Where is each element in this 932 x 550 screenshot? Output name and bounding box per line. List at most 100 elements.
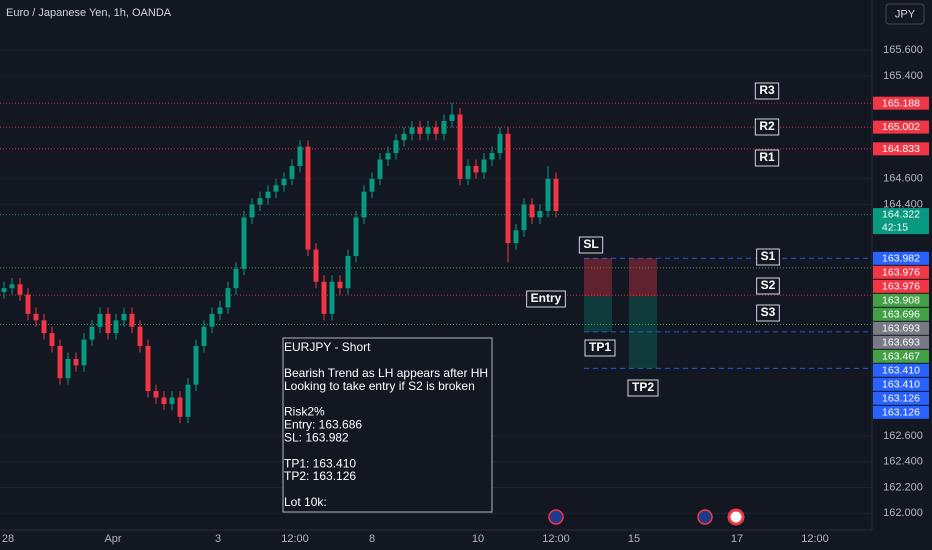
annotation-label: Entry — [531, 291, 562, 305]
note-line: TP2: 163.126 — [284, 469, 356, 483]
annotation-box — [756, 248, 780, 266]
candle-body — [313, 249, 319, 282]
price-tag — [873, 279, 929, 293]
plot-layer — [0, 49, 872, 514]
candle-body — [97, 313, 103, 327]
candle-body — [129, 313, 135, 327]
price-tag-label: 163.976 — [882, 266, 920, 278]
note-box — [282, 337, 493, 513]
y-tick-label: 165.400 — [883, 70, 923, 82]
candle-body — [353, 217, 359, 256]
candle-body — [57, 346, 63, 379]
candle-body — [217, 307, 223, 314]
price-tag — [873, 208, 929, 235]
event-icon[interactable] — [697, 509, 713, 525]
candle-body — [321, 281, 327, 314]
annotation-box — [526, 290, 566, 308]
candle-body — [145, 346, 151, 392]
price-tag-label: 164.322 — [882, 209, 920, 221]
price-tag — [873, 349, 929, 363]
candle-body — [385, 153, 391, 160]
y-tick-label: 162.000 — [883, 507, 923, 519]
price-tag — [873, 265, 929, 279]
candle-body — [513, 230, 519, 244]
candle-body — [497, 133, 503, 154]
annotation-label: SL — [583, 237, 598, 251]
candle-body — [17, 284, 23, 295]
candle-body — [225, 288, 231, 308]
event-icon[interactable] — [727, 508, 745, 526]
candle-body — [361, 191, 367, 218]
candle-body — [73, 358, 79, 366]
note-line: Looking to take entry if S2 is broken — [284, 379, 475, 393]
note-line: Bearish Trend as LH appears after HH — [284, 366, 488, 380]
price-tag-label: 163.126 — [882, 406, 920, 418]
price-tag — [873, 405, 929, 419]
note-line: Lot 10k: — [284, 495, 327, 509]
candle-body — [177, 397, 183, 417]
candle-body — [9, 284, 15, 289]
price-tag-label: 163.908 — [882, 294, 920, 306]
price-tag-label: 163.693 — [882, 322, 920, 334]
note-line: EURJPY - Short — [284, 340, 371, 354]
annotation-box — [754, 82, 780, 100]
x-tick-label: 28 — [2, 533, 14, 545]
candle-body — [281, 178, 287, 186]
candle-body — [489, 153, 495, 160]
x-tick-label: 3 — [215, 533, 221, 545]
price-tag-label: 163.693 — [882, 336, 920, 348]
candle-body — [537, 210, 543, 218]
y-tick-label: 164.400 — [883, 198, 923, 210]
candle-body — [449, 114, 455, 121]
candle-body — [337, 281, 343, 289]
event-icon[interactable] — [548, 509, 564, 525]
chart-title: Euro / Japanese Yen, 1h, OANDA — [6, 7, 172, 19]
price-tag — [873, 377, 929, 391]
candle-body — [481, 159, 487, 173]
candle-body — [257, 198, 263, 205]
target-zone — [584, 296, 612, 332]
price-tag-timer: 42:15 — [882, 221, 908, 233]
currency-label[interactable]: JPY — [895, 8, 916, 20]
price-tag-label: 163.467 — [882, 350, 920, 362]
x-tick-label: Apr — [104, 533, 121, 545]
annotation-label: S3 — [761, 305, 776, 319]
candle-body — [249, 204, 255, 218]
annotation-label: S2 — [761, 278, 776, 292]
candle-body — [529, 204, 535, 218]
x-tick-label: 12:00 — [801, 533, 829, 545]
candle-body — [233, 268, 239, 289]
x-tick-label: 8 — [369, 533, 375, 545]
candle-body — [1, 288, 7, 293]
candle-body — [377, 159, 383, 179]
price-tag-label: 163.982 — [882, 252, 920, 264]
x-tick-label: 12:00 — [281, 533, 309, 545]
y-tick-label: 162.600 — [883, 430, 923, 442]
candle-body — [409, 127, 415, 134]
annotation-label: TP2 — [632, 380, 654, 394]
event-icons — [548, 508, 745, 526]
candle-body — [81, 339, 87, 366]
price-tag — [873, 251, 929, 265]
candle-body — [41, 320, 47, 334]
candle-body — [305, 146, 311, 250]
note-line: Entry: 163.686 — [284, 418, 362, 432]
price-tag-label: 163.976 — [882, 280, 920, 292]
price-tag-label: 164.833 — [882, 143, 920, 155]
annotation-label: R3 — [759, 83, 775, 97]
candle-body — [329, 281, 335, 314]
annotation-box — [754, 118, 780, 136]
candle-body — [121, 313, 127, 321]
currency-button[interactable] — [885, 3, 925, 25]
candle-body — [553, 178, 559, 211]
y-tick-label: 162.400 — [883, 456, 923, 468]
price-tag — [873, 96, 929, 110]
candle-body — [425, 127, 431, 134]
candle-body — [265, 191, 271, 199]
candle-body — [193, 346, 199, 385]
y-tick-label: 164.600 — [883, 173, 923, 185]
candle-body — [161, 397, 167, 404]
candle-body — [369, 178, 375, 192]
note-line: TP1: 163.410 — [284, 456, 356, 470]
